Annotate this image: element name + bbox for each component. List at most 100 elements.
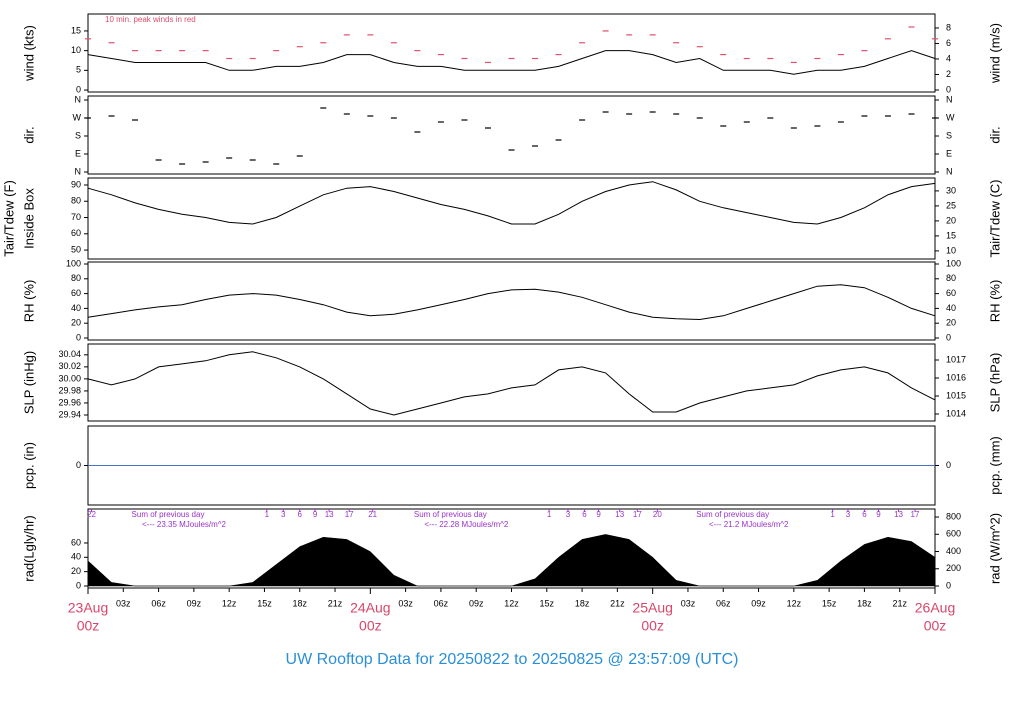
line — [87, 181, 936, 225]
x-tick-label: 12z — [787, 598, 802, 608]
x-day-label: 24Aug — [350, 600, 390, 616]
y2-tick-label: 0 — [946, 84, 951, 94]
note-title: Sum of previous day — [132, 510, 205, 519]
x-tick-label: 15z — [257, 598, 272, 608]
y2-tick-label: 10 — [946, 245, 956, 255]
y2-tick-label: 600 — [946, 529, 961, 539]
x-day-sub: 00z — [77, 618, 100, 634]
y2-tick-label: 1017 — [946, 354, 966, 364]
y-axis-label: Inside Box — [21, 188, 36, 249]
x-tick-label: 18z — [575, 598, 590, 608]
y2-tick-label: 8 — [946, 22, 951, 32]
hour-mark-label: 3 — [281, 510, 286, 519]
y-tick-label: 60 — [71, 228, 81, 238]
panel-frame — [87, 343, 936, 422]
x-day-label: 25Aug — [632, 600, 672, 616]
y-tick-label: N — [75, 166, 82, 176]
y2-tick-label: 25 — [946, 200, 956, 210]
hour-mark-label: 3 — [846, 510, 851, 519]
hour-mark-label: 17 — [633, 510, 642, 519]
x-tick-label: 09z — [469, 598, 484, 608]
panel-frame — [87, 177, 936, 260]
y2-tick-label: 4 — [946, 53, 951, 63]
panel-frame — [87, 13, 936, 93]
y-tick-label: 20 — [71, 318, 81, 328]
area — [87, 534, 936, 587]
y2-tick-label: 400 — [946, 546, 961, 556]
hour-mark-label: 1 — [547, 510, 552, 519]
y-tick-label: 30.02 — [58, 361, 81, 371]
x-day-label: 23Aug — [68, 600, 108, 616]
y-axis-label: rad(Lgly/hr) — [21, 515, 36, 581]
hour-mark-label: 6 — [862, 510, 867, 519]
hour-mark-label: 9 — [596, 510, 601, 519]
y2-tick-label: N — [946, 166, 953, 176]
y2-tick-label: 20 — [946, 215, 956, 225]
y-tick-label: 50 — [71, 244, 81, 254]
y-tick-label: E — [75, 148, 81, 158]
y-axis-label: dir. — [21, 126, 36, 143]
y-tick-label: 20 — [71, 566, 81, 576]
y-axis-label: SLP (inHg) — [21, 351, 36, 414]
hour-mark-label: 3 — [566, 510, 571, 519]
y-axis-label: Tair/Tdew (F) — [1, 180, 16, 257]
y-tick-label: S — [75, 130, 81, 140]
hour-mark-label: 1 — [830, 510, 835, 519]
note-text: <--- 23.35 MJoules/m^2 — [142, 520, 227, 529]
note-text: <--- 22.28 MJoules/m^2 — [424, 520, 509, 529]
note-title: Sum of previous day — [696, 510, 769, 519]
line — [87, 351, 936, 416]
x-tick-label: 18z — [292, 598, 307, 608]
x-tick-label: 06z — [434, 598, 449, 608]
y-tick-label: 29.96 — [58, 397, 81, 407]
hour-mark-label: 13 — [325, 510, 334, 519]
y2-tick-label: 0 — [946, 332, 951, 342]
chart-title: UW Rooftop Data for 20250822 to 20250825… — [286, 651, 739, 668]
y2-tick-label: W — [946, 112, 955, 122]
y2-tick-label: 200 — [946, 563, 961, 573]
y2-axis-label: Tair/Tdew (C) — [987, 179, 1002, 257]
hour-mark-label: 20 — [653, 510, 662, 519]
y2-tick-label: 80 — [946, 273, 956, 283]
y-axis-label: wind (kts) — [21, 25, 36, 82]
x-tick-label: 03z — [398, 598, 413, 608]
y2-tick-label: E — [946, 148, 952, 158]
x-tick-label: 09z — [751, 598, 766, 608]
y2-axis-label: dir. — [987, 126, 1002, 143]
y-tick-label: 70 — [71, 212, 81, 222]
y2-tick-label: 800 — [946, 511, 961, 521]
hour-mark-label: 13 — [615, 510, 624, 519]
y-tick-label: 0 — [76, 460, 81, 470]
y2-axis-label: SLP (hPa) — [987, 353, 1002, 413]
y-tick-label: 0 — [76, 84, 81, 94]
x-tick-label: 21z — [892, 598, 907, 608]
hour-mark-label: 1 — [265, 510, 270, 519]
y-tick-label: 60 — [71, 288, 81, 298]
y-tick-label: 60 — [71, 537, 81, 547]
hour-mark-label: 6 — [582, 510, 587, 519]
x-tick-label: 03z — [116, 598, 131, 608]
y2-tick-label: 6 — [946, 38, 951, 48]
y2-tick-label: S — [946, 130, 952, 140]
x-tick-label: 12z — [504, 598, 519, 608]
x-tick-label: 15z — [540, 598, 555, 608]
line — [87, 50, 936, 75]
x-day-sub: 00z — [924, 618, 947, 634]
y-tick-label: 90 — [71, 179, 81, 189]
x-tick-label: 12z — [222, 598, 237, 608]
y2-tick-label: 0 — [946, 460, 951, 470]
y-tick-label: 0 — [76, 580, 81, 590]
hour-mark-label: 22 — [87, 510, 96, 519]
y2-tick-label: 1016 — [946, 372, 966, 382]
annotation: 10 min. peak winds in red — [105, 15, 196, 24]
y2-tick-label: 60 — [946, 288, 956, 298]
y2-tick-label: 2 — [946, 69, 951, 79]
y2-tick-label: 0 — [946, 580, 951, 590]
y-tick-label: 40 — [71, 552, 81, 562]
y-tick-label: 10 — [71, 45, 81, 55]
x-tick-label: 15z — [822, 598, 837, 608]
y2-tick-label: 15 — [946, 230, 956, 240]
x-tick-label: 06z — [716, 598, 731, 608]
